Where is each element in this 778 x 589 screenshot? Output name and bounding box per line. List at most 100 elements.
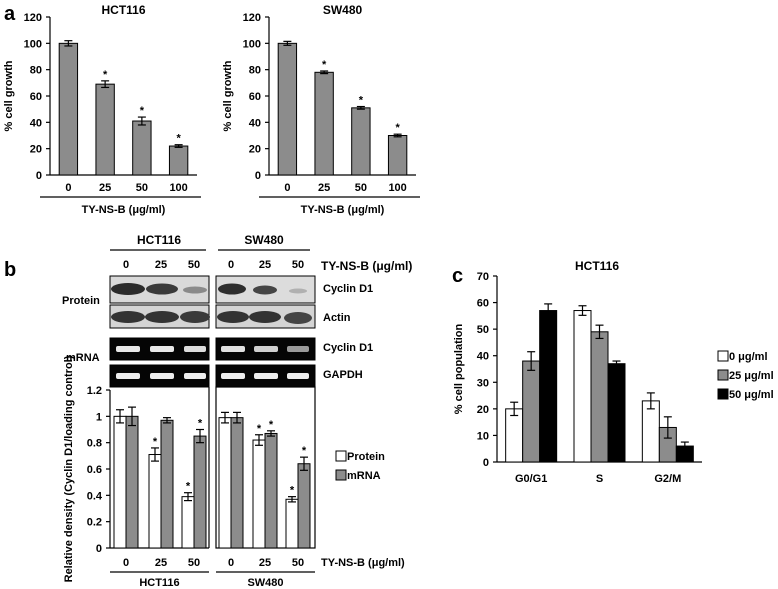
growth-0-y-tick-label: 20	[30, 144, 42, 156]
chart-relative-density: 0 0.2 0.4 0.6 0.8 1 1.2 Relative density (Cycli…	[63, 355, 405, 589]
bar-S-25 μg/ml	[590, 331, 609, 463]
chart-title: HCT116	[575, 259, 619, 273]
blot-dose-hct116-50: 50	[188, 259, 200, 271]
bar-25	[314, 71, 334, 176]
bar-50	[132, 120, 152, 176]
x-tick-label: 100	[169, 182, 187, 194]
blot-dose-sw480-25: 25	[259, 259, 271, 271]
bar-G0/G1-0 μg/ml	[505, 408, 524, 463]
gel-image-gapdh-hct116	[109, 364, 210, 388]
density-y-tick-label: 0.4	[87, 490, 103, 502]
bar-HCT116-Protein-0	[113, 415, 127, 549]
bar-G0/G1-25 μg/ml	[522, 360, 541, 463]
density-y-tick-label: 0.8	[87, 438, 102, 450]
x-tick-label: 25	[99, 182, 111, 194]
x-axis-label: TY-NS-B (μg/ml)	[301, 204, 385, 216]
y-axis-label: % cell growth	[3, 60, 15, 131]
growth-1-y-tick-label: 120	[243, 12, 261, 24]
western-blot-panel: HCT116 SW480 0 25 50 0 25 50 TY-NS-B (μg…	[62, 233, 412, 388]
blot-group-label-hct116: HCT116	[137, 233, 181, 247]
x-tick-label: 50	[188, 557, 200, 569]
blot-row-label-mrna: mRNA	[66, 352, 100, 364]
blot-image-cyclin-d1-sw480	[215, 275, 316, 304]
growth-0-y-tick-label: 40	[30, 117, 42, 129]
bar-S-0 μg/ml	[573, 310, 592, 463]
legend-swatch-2	[717, 388, 729, 400]
growth-1-y-tick-label: 60	[249, 91, 261, 103]
cell-cycle-y-tick-label: 10	[477, 430, 489, 442]
legend-swatch-Protein	[335, 450, 347, 462]
bar-HCT116-Protein-50	[181, 496, 195, 549]
bar-100	[168, 145, 189, 176]
x-tick-label: 0	[65, 182, 71, 194]
x-tick-label: 0	[284, 182, 290, 194]
bar-SW480-Protein-0	[218, 417, 232, 549]
growth-1-y-tick-label: 80	[249, 65, 261, 77]
growth-0-y-tick-label: 120	[24, 12, 42, 24]
chart-sw480-growth: 0 20 40 60 80 100 120 SW480 % cell growth 0 * 25 * 50…	[222, 3, 420, 216]
growth-0-y-tick-label: 100	[24, 38, 42, 50]
growth-1-y-tick-label: 100	[243, 38, 261, 50]
significance-star: *	[269, 419, 274, 431]
blot-dose-hct116-0: 0	[123, 259, 129, 271]
significance-star: *	[302, 445, 307, 457]
blot-dose-axis-label: TY-NS-B (μg/ml)	[321, 259, 412, 273]
density-y-tick-label: 1	[96, 411, 102, 423]
y-axis-label: % cell population	[453, 323, 465, 414]
band-label-cyclin-d1-protein: Cyclin D1	[323, 283, 373, 295]
significance-star: *	[395, 122, 400, 134]
bar-SW480-mRNA-0	[230, 417, 244, 549]
chart-title: HCT116	[101, 3, 145, 17]
growth-0-y-tick-label: 60	[30, 91, 42, 103]
bar-G2/M-0 μg/ml	[641, 400, 660, 463]
band-label-cyclin-d1-mrna: Cyclin D1	[323, 342, 373, 354]
x-axis-label: TY-NS-B (μg/ml)	[321, 557, 405, 569]
x-tick-label: 100	[388, 182, 406, 194]
bar-100	[387, 135, 408, 176]
group-label-SW480: SW480	[247, 577, 283, 589]
blot-row-label-protein: Protein	[62, 295, 100, 307]
gel-image-cyclin-d1-hct116	[109, 337, 210, 361]
x-tick-label: 0	[123, 557, 129, 569]
cell-cycle-y-tick-label: 60	[477, 298, 489, 310]
bar-0	[58, 42, 79, 176]
significance-star: *	[198, 418, 203, 430]
density-y-tick-label: 0	[96, 543, 102, 555]
x-tick-label: 50	[292, 557, 304, 569]
cell-cycle-y-tick-label: 70	[477, 271, 489, 283]
legend-swatch-mRNA	[335, 469, 347, 481]
growth-0-y-tick-label: 80	[30, 65, 42, 77]
significance-star: *	[257, 423, 262, 435]
growth-1-y-tick-label: 20	[249, 144, 261, 156]
density-y-tick-label: 0.6	[87, 464, 102, 476]
blot-image-actin-sw480	[215, 304, 316, 329]
bar-G0/G1-50 μg/ml	[539, 310, 558, 463]
bar-0	[277, 42, 298, 176]
growth-1-y-tick-label: 40	[249, 117, 261, 129]
x-tick-label: 25	[259, 557, 271, 569]
legend-label-1: 25 μg/ml	[729, 370, 774, 382]
gel-image-cyclin-d1-sw480	[215, 337, 316, 361]
bar-HCT116-Protein-25	[148, 454, 162, 549]
band-label-gapdh: GAPDH	[323, 369, 363, 381]
significance-star: *	[290, 485, 295, 497]
legend-label-mRNA: mRNA	[347, 470, 381, 482]
x-tick-label: G2/M	[654, 473, 681, 485]
cell-cycle-y-tick-label: 20	[477, 404, 489, 416]
legend-swatch-0	[717, 350, 729, 362]
blot-group-label-sw480: SW480	[244, 233, 284, 247]
x-tick-label: 0	[228, 557, 234, 569]
significance-star: *	[359, 95, 364, 107]
chart-hct116-growth: 0 20 40 60 80 100 120 HCT116 % cell growth 0 * 25 * 5…	[3, 3, 201, 216]
x-axis-label: TY-NS-B (μg/ml)	[82, 204, 166, 216]
y-axis-label: % cell growth	[222, 60, 234, 131]
significance-star: *	[176, 133, 181, 145]
gel-image-gapdh-sw480	[215, 364, 316, 388]
density-y-tick-label: 0.2	[87, 517, 102, 529]
cell-cycle-y-tick-label: 0	[483, 457, 489, 469]
panel-letter-c: c	[452, 265, 463, 287]
x-tick-label: G0/G1	[515, 473, 547, 485]
cell-cycle-y-tick-label: 30	[477, 377, 489, 389]
growth-0-y-tick-label: 0	[36, 170, 42, 182]
blot-image-actin-hct116	[109, 304, 210, 329]
